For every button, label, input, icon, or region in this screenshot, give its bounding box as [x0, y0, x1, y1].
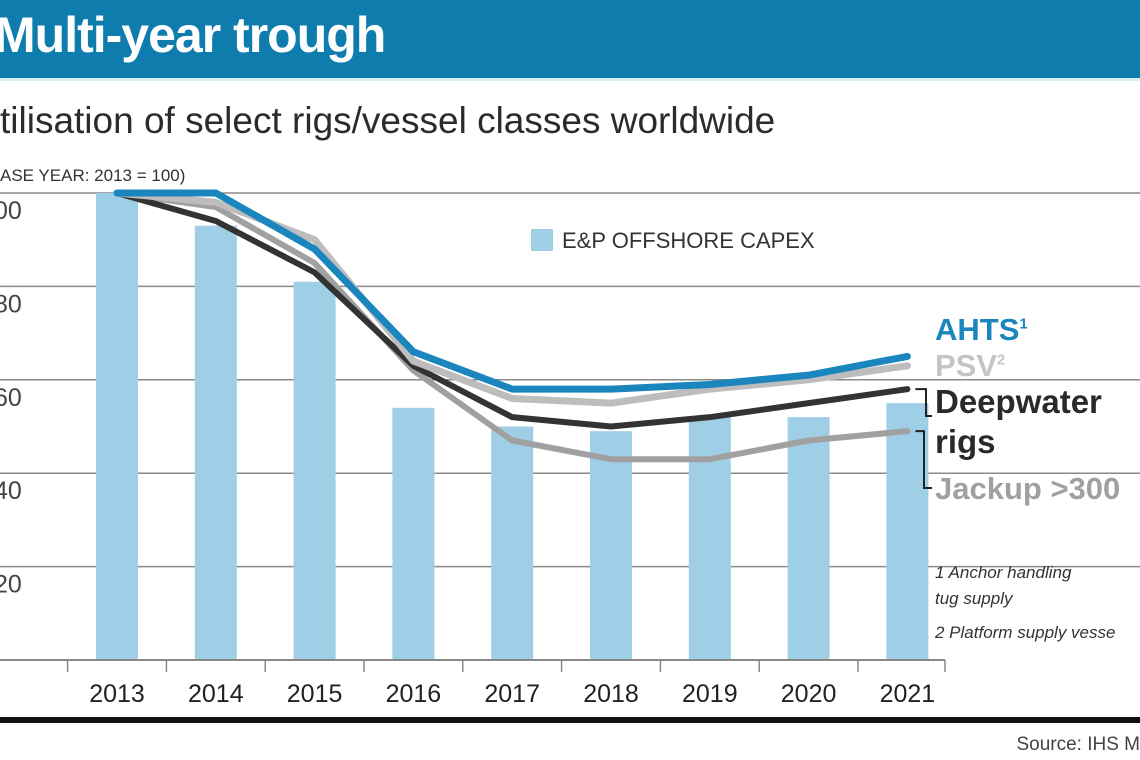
x-tick-label-2021: 2021 [880, 680, 936, 708]
base-year-note: ASE YEAR: 2013 = 100) [0, 166, 186, 185]
chart-subtitle: tilisation of select rigs/vessel classes… [0, 100, 776, 141]
bar-capex-2015 [293, 281, 336, 660]
series-label-jackup: Jackup >300 [935, 471, 1121, 506]
x-tick-label-2013: 2013 [89, 680, 145, 708]
bottom-rule [0, 717, 1140, 723]
series-label-ahts: AHTS1 [935, 312, 1028, 348]
header-bar: Multi-year trough [0, 0, 1140, 81]
deepwater-label-bracket [915, 388, 932, 417]
y-tick-label: 60 [0, 384, 22, 412]
series-label-deepwater-rigs: rigs [935, 423, 996, 460]
y-tick-label: 00 [0, 197, 22, 225]
x-tick-label-2017: 2017 [484, 680, 540, 708]
x-tick-label-2014: 2014 [188, 680, 244, 708]
series-label-psv: PSV2 [935, 348, 1005, 384]
bar-capex-2017 [491, 426, 534, 660]
bar-capex-2021 [886, 403, 929, 660]
x-tick-label-2019: 2019 [682, 680, 738, 708]
jackup-label-bracket [915, 430, 932, 489]
x-tick-label-2018: 2018 [583, 680, 639, 708]
legend-swatch-capex [531, 229, 553, 251]
footnote-1a: 1 Anchor handling [935, 563, 1072, 582]
x-tick-label-2020: 2020 [781, 680, 837, 708]
x-tick-label-2015: 2015 [287, 680, 343, 708]
legend-label-capex: E&P OFFSHORE CAPEX [562, 228, 815, 253]
footnote-1b: tug supply [935, 589, 1013, 608]
bar-capex-2014 [194, 225, 237, 660]
bar-capex-2020 [787, 417, 830, 660]
psv-name: PSV [935, 348, 998, 383]
y-tick-label: 40 [0, 477, 22, 505]
y-tick-label: 80 [0, 290, 22, 318]
series-label-deepwater: Deepwater [935, 383, 1102, 420]
bar-capex-2016 [392, 407, 435, 660]
y-tick-label: 20 [0, 571, 22, 599]
source-note: Source: IHS M [1016, 734, 1140, 755]
bar-capex-2018 [590, 431, 632, 660]
chart-title: Multi-year trough [0, 7, 386, 63]
bar-capex-2013 [96, 193, 138, 660]
ahts-sup: 1 [1019, 315, 1028, 333]
footnote-2: 2 Platform supply vesse [935, 623, 1116, 642]
psv-sup: 2 [997, 351, 1006, 369]
ahts-name: AHTS [935, 312, 1020, 347]
x-tick-label-2016: 2016 [386, 680, 442, 708]
